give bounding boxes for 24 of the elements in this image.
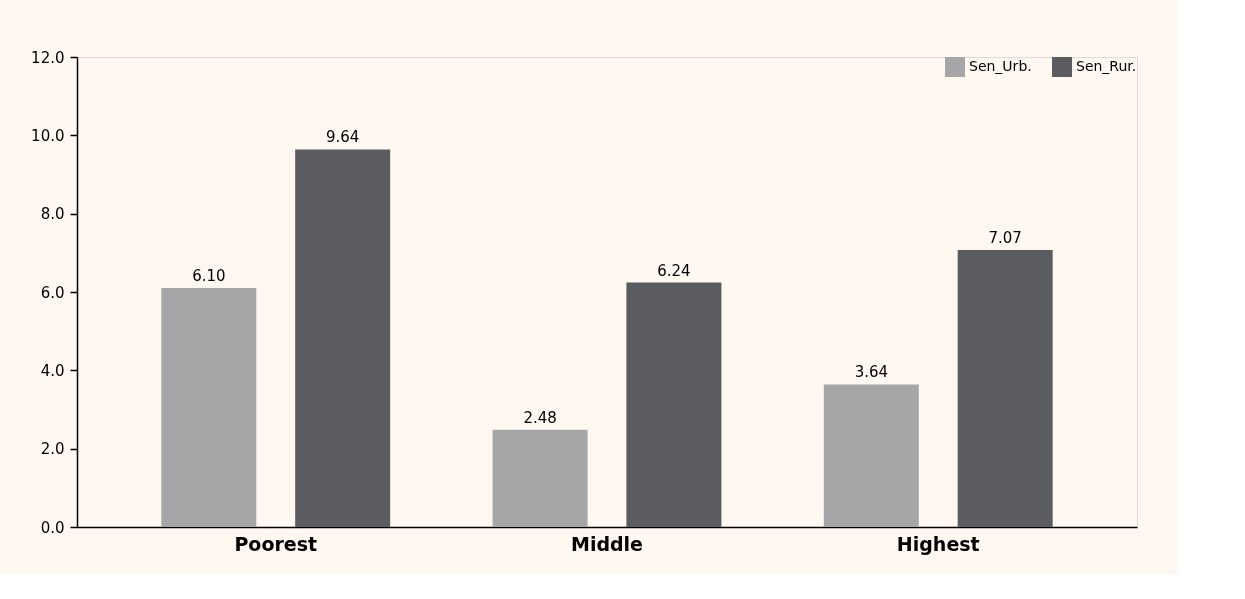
y-tick-label: 10.0: [31, 126, 65, 145]
x-tick-label: Poorest: [234, 532, 318, 555]
bar: [823, 384, 919, 527]
data-label: 2.48: [523, 408, 557, 427]
bar: [161, 288, 257, 527]
legend-label: Sen_Rur.: [1076, 58, 1137, 74]
y-tick-label: 8.0: [40, 205, 65, 224]
y-tick-label: 2.0: [40, 440, 65, 459]
data-label: 7.07: [988, 229, 1022, 248]
bar: [492, 429, 588, 527]
y-tick-label: 0.0: [40, 518, 65, 537]
x-tick-label: Middle: [570, 532, 644, 555]
data-label: 3.64: [854, 363, 889, 382]
data-label: 9.64: [325, 128, 360, 147]
bar: [626, 282, 722, 527]
bar: [295, 149, 391, 527]
y-tick-label: 6.0: [40, 283, 65, 302]
bar: [957, 250, 1053, 527]
y-tick-label: 4.0: [40, 361, 65, 380]
data-label: 6.10: [192, 267, 226, 286]
legend-label: Sen_Urb.: [969, 58, 1032, 74]
y-tick-label: 12.0: [31, 48, 65, 67]
x-tick-label: Highest: [896, 532, 980, 555]
data-label: 6.24: [657, 261, 691, 280]
